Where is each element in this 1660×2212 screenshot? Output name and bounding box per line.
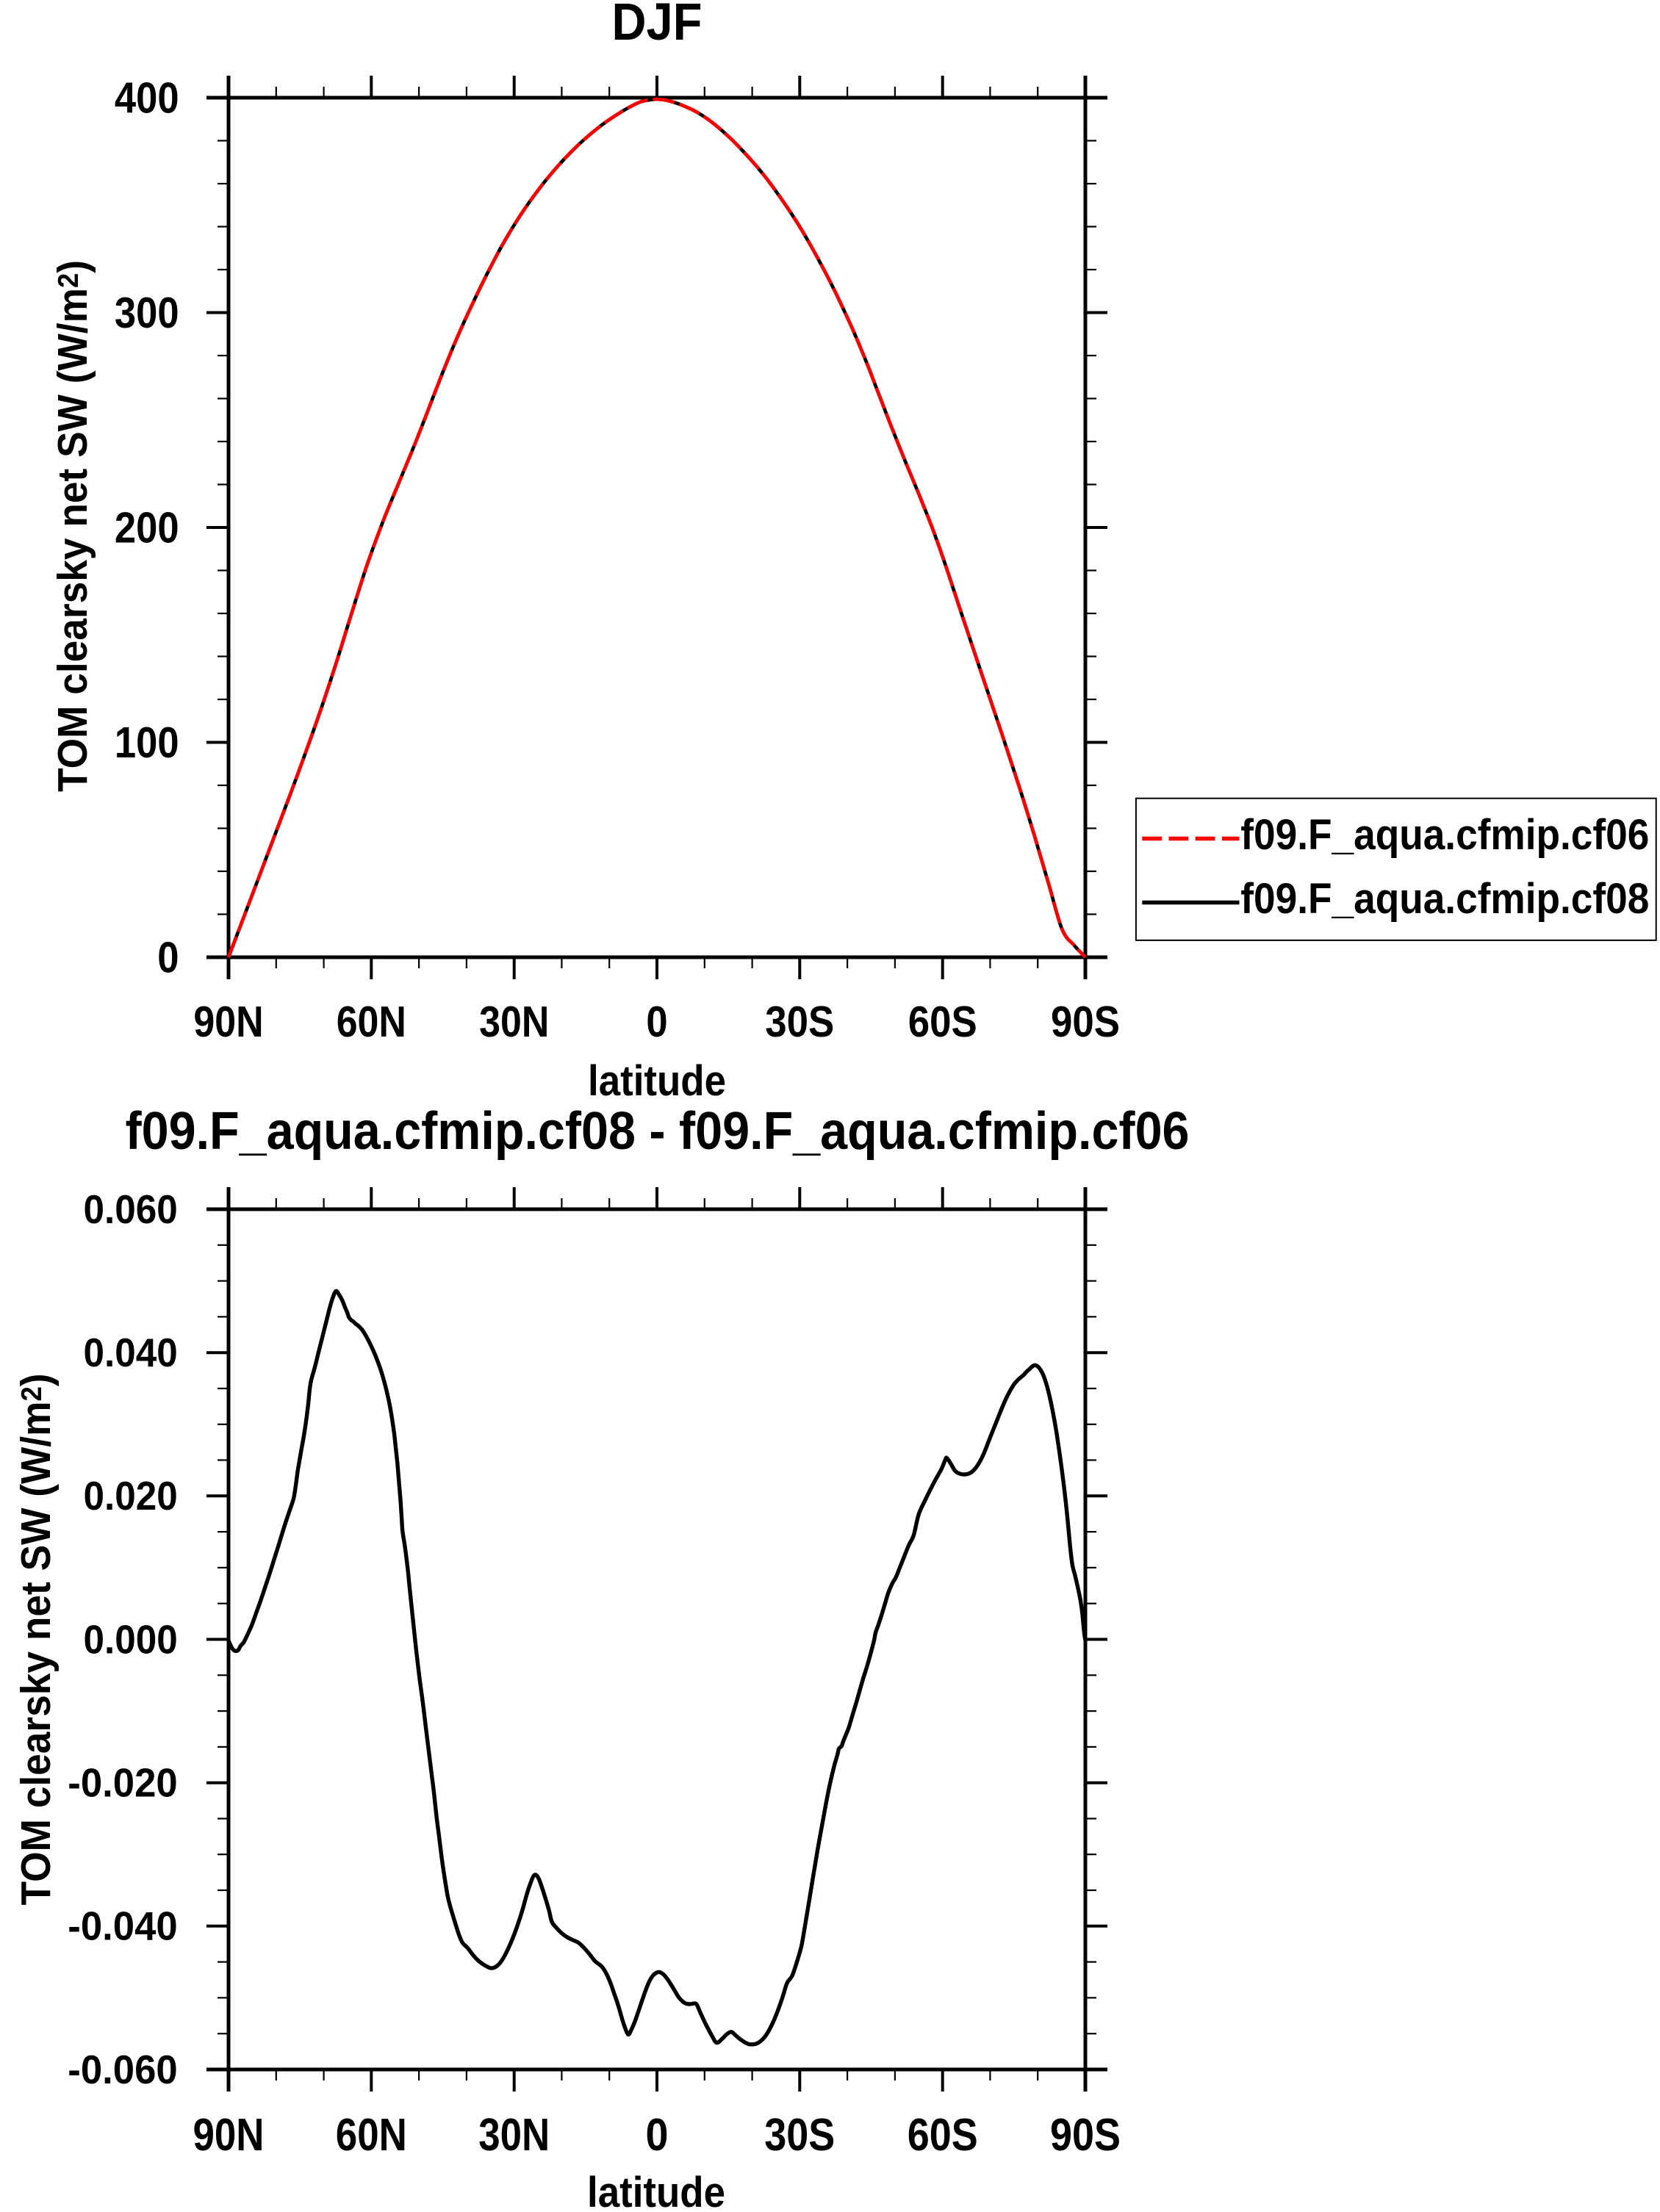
svg-text:0.020: 0.020 <box>84 1473 178 1519</box>
svg-text:100: 100 <box>115 718 179 767</box>
svg-text:TOM clearsky net SW (W/m2): TOM clearsky net SW (W/m2) <box>12 1374 60 1906</box>
svg-text:90S: 90S <box>1051 998 1120 1046</box>
svg-text:30S: 30S <box>764 2110 835 2161</box>
svg-text:30S: 30S <box>765 998 834 1046</box>
svg-text:0.000: 0.000 <box>84 1616 178 1662</box>
svg-text:90N: 90N <box>193 998 263 1046</box>
svg-text:f09.F_aqua.cfmip.cf06: f09.F_aqua.cfmip.cf06 <box>1240 811 1649 859</box>
svg-text:60N: 60N <box>336 2110 407 2161</box>
svg-text:0: 0 <box>157 933 179 981</box>
svg-text:400: 400 <box>115 73 179 122</box>
svg-text:90S: 90S <box>1050 2110 1121 2161</box>
svg-text:-0.040: -0.040 <box>68 1903 177 1949</box>
svg-text:0: 0 <box>646 2110 669 2161</box>
svg-text:DJF: DJF <box>612 0 703 51</box>
svg-text:0: 0 <box>646 998 667 1046</box>
svg-text:latitude: latitude <box>588 1057 726 1105</box>
svg-text:latitude: latitude <box>587 2169 725 2212</box>
svg-text:f09.F_aqua.cfmip.cf08 - f09.F_: f09.F_aqua.cfmip.cf08 - f09.F_aqua.cfmip… <box>126 1102 1190 1161</box>
svg-text:0.040: 0.040 <box>84 1330 178 1375</box>
svg-text:30N: 30N <box>478 2110 550 2161</box>
svg-text:60N: 60N <box>337 998 406 1046</box>
svg-text:-0.060: -0.060 <box>68 2047 177 2092</box>
svg-text:60S: 60S <box>908 2110 978 2161</box>
svg-text:200: 200 <box>115 503 179 552</box>
svg-text:90N: 90N <box>193 2110 265 2161</box>
svg-text:300: 300 <box>115 289 179 337</box>
svg-text:30N: 30N <box>479 998 549 1046</box>
svg-text:-0.020: -0.020 <box>68 1760 177 1806</box>
svg-text:TOM clearsky net SW (W/m2): TOM clearsky net SW (W/m2) <box>49 260 96 792</box>
svg-text:0.060: 0.060 <box>84 1186 178 1232</box>
svg-text:60S: 60S <box>908 998 977 1046</box>
svg-text:f09.F_aqua.cfmip.cf08: f09.F_aqua.cfmip.cf08 <box>1240 875 1649 923</box>
